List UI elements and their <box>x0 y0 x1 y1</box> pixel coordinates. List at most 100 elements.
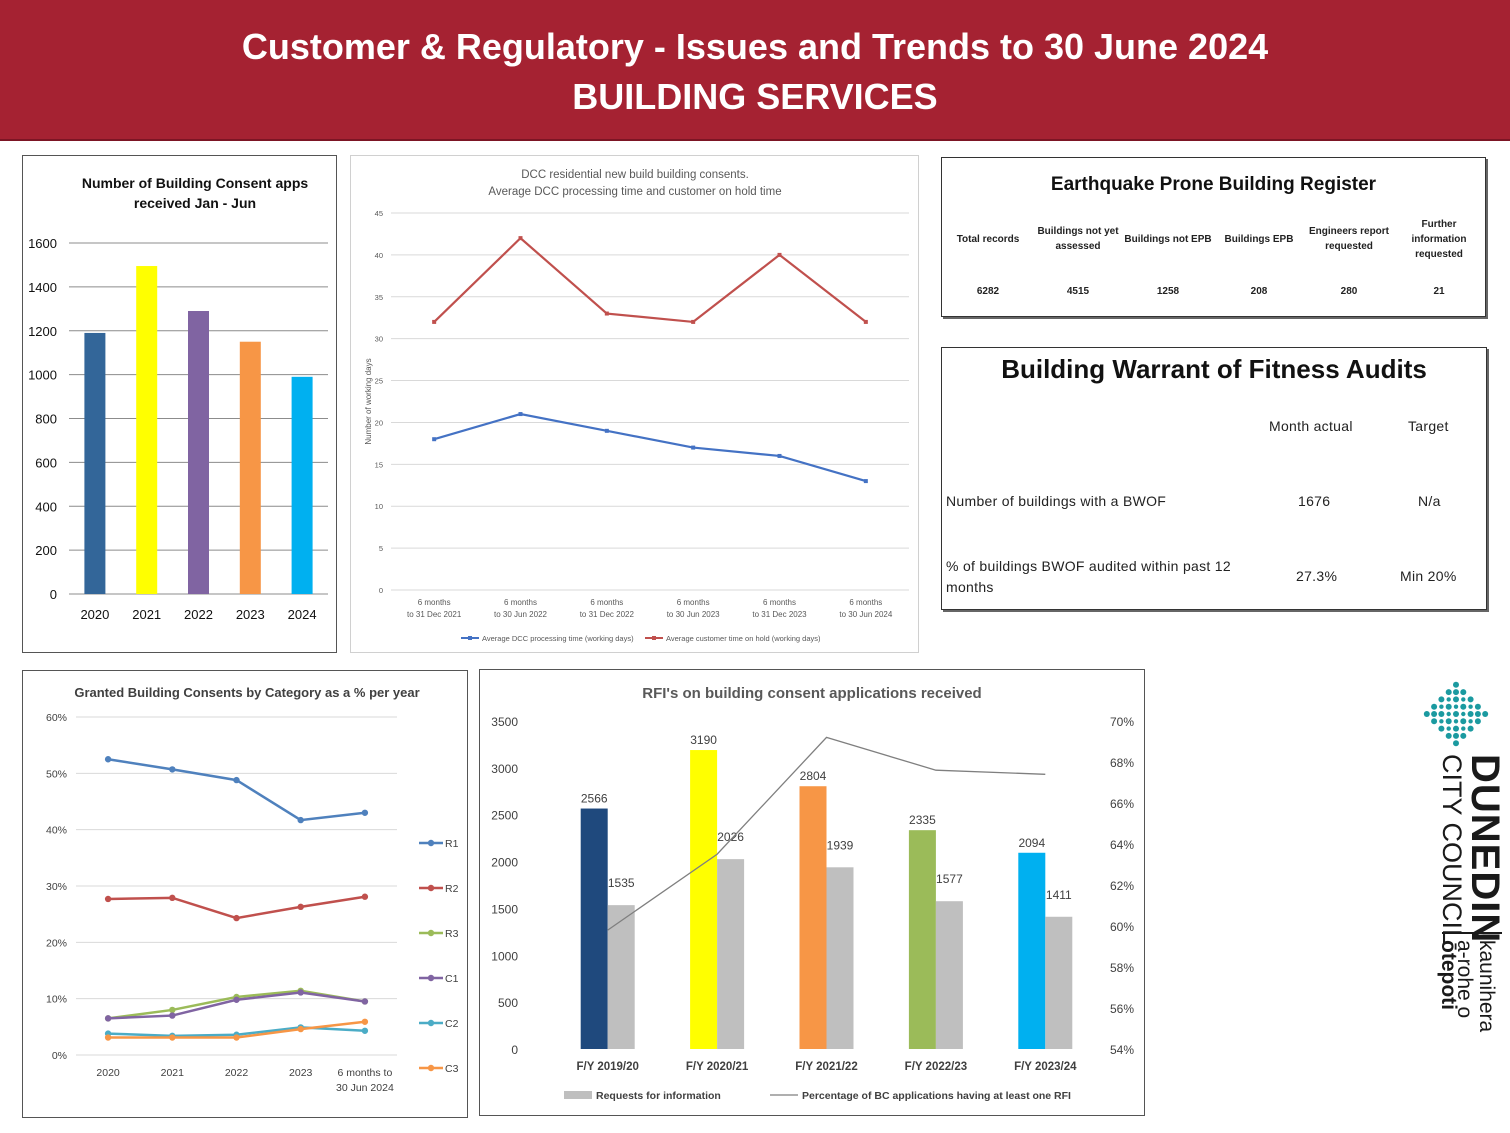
category-y-tick: 60% <box>46 712 67 724</box>
category-point <box>169 894 176 902</box>
dcc-emblem-icon <box>1423 681 1489 747</box>
rfi-requests-label: 1939 <box>827 838 854 852</box>
category-point <box>361 893 369 900</box>
logo-dot <box>1438 711 1445 717</box>
consents-bar <box>239 341 261 594</box>
category-point <box>169 766 176 773</box>
logo-dot <box>1474 711 1481 717</box>
processing-point <box>518 412 523 417</box>
category-series-line <box>108 895 366 920</box>
category-series-line <box>107 758 366 822</box>
logo-sub: CITY COUNCIL <box>1437 754 1467 944</box>
processing-x-tick: to 30 Jun 2022 <box>494 610 547 619</box>
processing-y-axis-label: Number of working days <box>364 358 373 444</box>
consents-y-tick: 0 <box>50 587 57 602</box>
category-legend-label: R1 <box>445 838 459 850</box>
consents-y-tick: 600 <box>35 455 57 470</box>
rfi-x-tick: F/Y 2021/22 <box>795 1061 857 1073</box>
rfi-applications-bar <box>908 830 936 1049</box>
rfi-requests-bar <box>935 901 963 1049</box>
rfi-y2-tick: 60% <box>1110 920 1134 934</box>
bwof-col-target: Target <box>1408 418 1449 434</box>
consents-title-line: received Jan - Jun <box>134 195 256 211</box>
logo-dot <box>1461 697 1466 702</box>
logo-dot <box>1460 732 1467 739</box>
logo-dot <box>1474 718 1481 725</box>
rfi-percentage-line <box>607 736 1046 931</box>
logo-dot <box>1467 725 1474 732</box>
category-legend-marker <box>427 929 435 937</box>
dunedin-logo: DUNEDIN CITY COUNCIL kaunihera a-rohe o … <box>1410 672 1510 1050</box>
category-legend-marker <box>427 1064 435 1072</box>
category-y-tick: 10% <box>46 994 67 1006</box>
processing-y-tick: 40 <box>375 251 383 260</box>
category-x-tick: 6 months to <box>337 1067 392 1079</box>
rfi-requests-bar <box>1045 916 1073 1049</box>
category-point <box>361 809 369 816</box>
rfi-x-tick: F/Y 2019/20 <box>576 1061 638 1073</box>
processing-x-tick: to 31 Dec 2021 <box>407 610 462 619</box>
rfi-applications-label: 2804 <box>800 769 827 783</box>
logo-dot <box>1460 718 1467 725</box>
consents-y-tick: 400 <box>35 499 57 514</box>
processing-point <box>863 319 868 324</box>
page-subtitle: BUILDING SERVICES <box>572 76 938 117</box>
processing-x-tick: to 30 Jun 2023 <box>667 610 720 619</box>
processing-point <box>432 437 437 442</box>
epb-register-panel: Earthquake Prone Building Register Total… <box>941 157 1486 317</box>
category-point <box>233 1034 240 1041</box>
rfi-applications-bar <box>690 750 718 1049</box>
logo-dot <box>1431 711 1438 717</box>
processing-y-tick: 5 <box>379 544 383 553</box>
bwof-panel: Building Warrant of Fitness Audits Month… <box>941 347 1487 610</box>
category-point <box>169 1006 176 1014</box>
logo-dot <box>1446 697 1451 702</box>
category-point <box>233 996 240 1003</box>
processing-chart: DCC residential new build building conse… <box>364 169 909 643</box>
logo-dot <box>1460 689 1467 696</box>
category-legend-marker <box>427 839 435 847</box>
processing-y-tick: 35 <box>375 293 383 302</box>
rfi-y-tick: 2500 <box>491 809 518 823</box>
logo-name: DUNEDIN <box>1463 754 1502 943</box>
category-legend-marker <box>427 1019 435 1027</box>
logo-dot <box>1431 718 1438 725</box>
consents-bar <box>84 332 106 594</box>
processing-point <box>777 252 782 257</box>
category-y-tick: 20% <box>46 937 67 949</box>
epb-header-further-info: Further information requested <box>1411 218 1467 260</box>
rfi-applications-label: 2335 <box>909 813 936 827</box>
rfi-chart-panel: RFI's on building consent applications r… <box>479 669 1145 1116</box>
processing-x-tick: 6 months <box>763 598 796 607</box>
rfi-y-tick: 1000 <box>491 949 518 963</box>
logo-dot <box>1474 703 1481 710</box>
category-chart-panel: Granted Building Consents by Category as… <box>22 670 468 1118</box>
bwof-title: Building Warrant of Fitness Audits <box>1001 354 1427 384</box>
bwof-row1-target: N/a <box>1418 493 1441 509</box>
category-legend-label: C2 <box>445 1018 459 1030</box>
processing-point <box>518 236 523 241</box>
rfi-y2-tick: 70% <box>1110 715 1134 729</box>
processing-y-tick: 30 <box>375 335 383 344</box>
consents-y-tick: 1600 <box>28 236 57 251</box>
rfi-requests-label: 1535 <box>608 876 635 890</box>
consents-y-tick: 200 <box>35 543 57 558</box>
category-y-tick: 0% <box>52 1050 67 1062</box>
dcc-logo-mark: DUNEDIN CITY COUNCIL kaunihera a-rohe o … <box>1423 681 1510 1033</box>
logo-dot <box>1445 732 1452 739</box>
processing-legend-label: Average customer time on hold (working d… <box>666 634 821 643</box>
bwof-row2-target: Min 20% <box>1400 568 1457 584</box>
rfi-requests-bar <box>607 905 635 1049</box>
epb-header-total: Total records <box>956 233 1020 245</box>
consents-y-tick: 1400 <box>28 280 57 295</box>
category-point <box>104 1034 112 1041</box>
logo-dot <box>1461 711 1466 717</box>
category-point <box>361 1018 369 1025</box>
logo-dot <box>1467 696 1474 703</box>
category-y-tick: 30% <box>46 881 67 893</box>
logo-dot <box>1439 719 1444 724</box>
logo-dot <box>1438 696 1445 703</box>
consents-x-tick: 2022 <box>184 607 213 622</box>
processing-x-tick: 6 months <box>504 598 537 607</box>
logo-maori-1: kaunihera <box>1475 940 1498 1033</box>
